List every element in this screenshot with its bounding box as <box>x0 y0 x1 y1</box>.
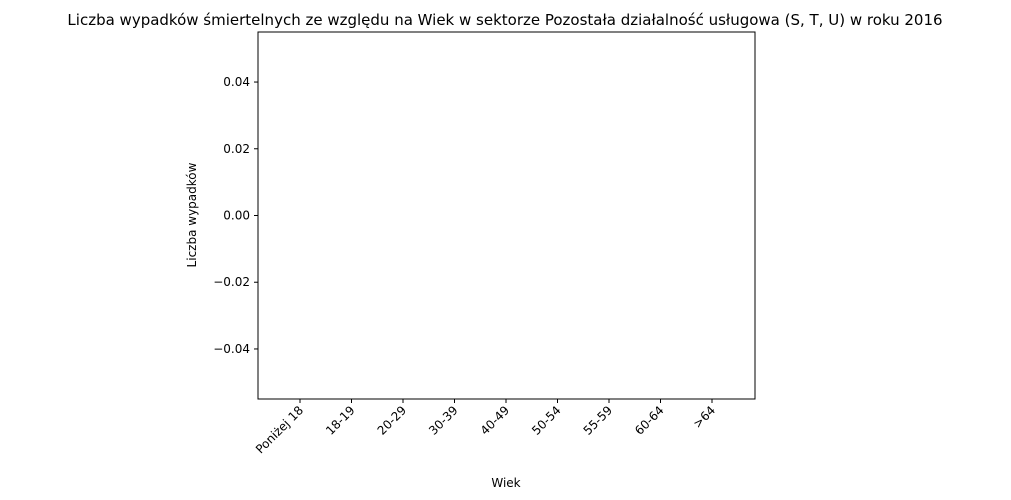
x-tick-label: 20-29 <box>375 403 410 438</box>
x-tick-label: >64 <box>690 403 718 431</box>
x-tick-label: 55-59 <box>581 403 616 438</box>
y-tick-label: 0.04 <box>223 75 250 89</box>
x-tick-label: 50-54 <box>529 403 564 438</box>
y-tick-label: 0.00 <box>223 209 250 223</box>
x-axis-label: Wiek <box>491 476 520 490</box>
x-tick-label: 18-19 <box>323 403 358 438</box>
chart-title: Liczba wypadków śmiertelnych ze względu … <box>67 11 942 29</box>
x-tick-label: 60-64 <box>632 403 667 438</box>
y-axis-label: Liczba wypadków <box>185 162 199 267</box>
y-tick-label: −0.02 <box>213 275 250 289</box>
x-tick-label: 40-49 <box>478 403 513 438</box>
plot-frame <box>257 31 756 400</box>
x-tick-label: Poniżej 18 <box>253 403 306 456</box>
y-tick-label: 0.02 <box>223 142 250 156</box>
y-tick-label: −0.04 <box>213 342 250 356</box>
x-tick-label: 30-39 <box>426 403 461 438</box>
